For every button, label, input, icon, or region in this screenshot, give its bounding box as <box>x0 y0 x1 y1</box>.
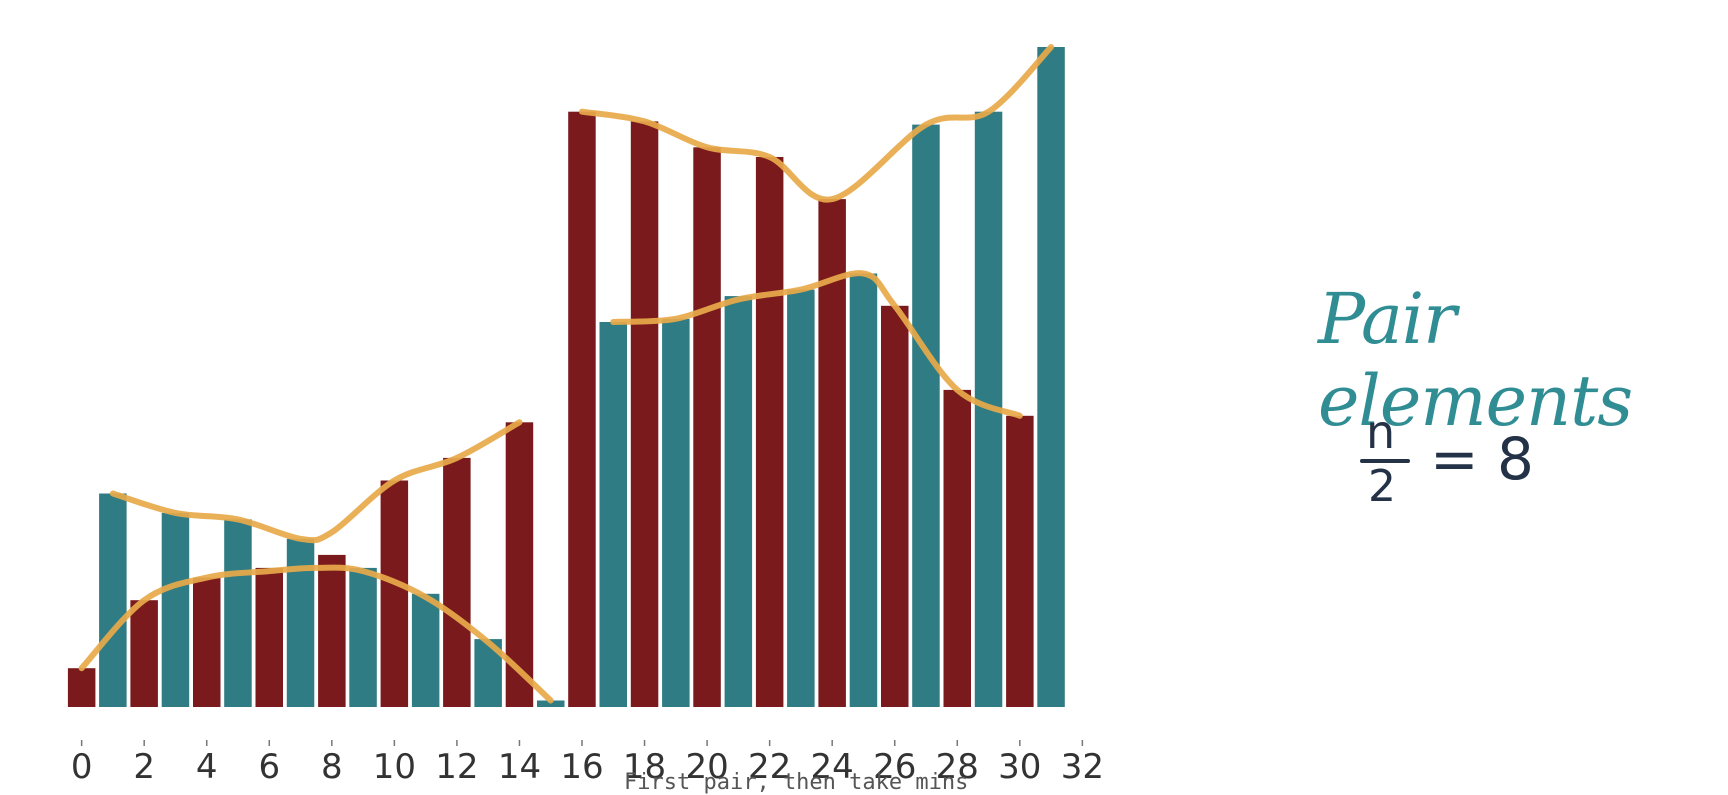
bar-2 <box>130 600 158 707</box>
bar-5 <box>224 519 252 707</box>
bar-19 <box>662 318 690 707</box>
bar-18 <box>630 121 659 707</box>
bar-4 <box>193 577 221 707</box>
bar-28 <box>943 389 971 707</box>
bar-8 <box>318 554 346 707</box>
bar-7 <box>286 538 315 707</box>
bar-6 <box>255 567 283 707</box>
bar-23 <box>787 289 815 707</box>
x-tick-label-2: 2 <box>133 747 155 784</box>
x-tick-label-32: 32 <box>1061 747 1104 784</box>
x-tick-label-22: 22 <box>748 747 791 784</box>
bar-11 <box>411 593 440 707</box>
x-tick-label-0: 0 <box>71 747 93 784</box>
note-title: Pair elements <box>1318 278 1633 442</box>
annotation-curve-2 <box>78 564 554 704</box>
bar-17 <box>599 322 627 707</box>
fraction-bar <box>1360 459 1410 463</box>
bar-27 <box>912 124 940 708</box>
bars-group <box>67 47 1065 708</box>
x-tick-label-8: 8 <box>321 747 343 784</box>
annotation-curve-1 <box>109 419 523 544</box>
bar-15 <box>537 700 565 707</box>
fraction-denominator: 2 <box>1368 461 1396 512</box>
x-tick-label-28: 28 <box>936 747 979 784</box>
x-tick-label-20: 20 <box>685 747 728 784</box>
x-tick-label-14: 14 <box>498 747 541 784</box>
x-tick-label-10: 10 <box>373 747 416 784</box>
bar-20 <box>693 147 721 708</box>
bar-16 <box>568 111 596 707</box>
x-tick-label-12: 12 <box>435 747 478 784</box>
bar-1 <box>99 493 127 707</box>
bar-3 <box>161 512 190 707</box>
x-tick-label-24: 24 <box>811 747 854 784</box>
equation-rhs: = 8 <box>1430 425 1534 493</box>
bar-31 <box>1037 47 1065 707</box>
x-tick-label-26: 26 <box>873 747 916 784</box>
x-tick-label-6: 6 <box>258 747 280 784</box>
caption: First pair, then take mins <box>624 770 969 795</box>
x-tick-label-4: 4 <box>196 747 218 784</box>
annotation-curve-3 <box>579 44 1055 203</box>
bar-10 <box>380 480 409 707</box>
bar-12 <box>443 457 471 707</box>
bar-21 <box>724 296 753 707</box>
fraction-numerator: n <box>1366 405 1396 459</box>
bar-0 <box>67 668 96 707</box>
x-ticks-group: 0 2 4 6 8 10 12 14 16 18 20 22 24 26 28 30 32 <box>71 740 1104 787</box>
bar-26 <box>881 305 909 707</box>
bar-22 <box>755 157 784 707</box>
x-tick-label-18: 18 <box>623 747 666 784</box>
x-tick-label-16: 16 <box>560 747 603 784</box>
bar-chart: 0 2 4 6 8 10 12 14 16 18 20 22 24 26 28 30 32 <box>67 44 1104 787</box>
annotation-curve-4 <box>610 270 1023 419</box>
bar-30 <box>1006 415 1034 707</box>
annotation-curves-group <box>78 44 1055 704</box>
bar-9 <box>349 567 377 707</box>
x-tick-label-30: 30 <box>998 747 1041 784</box>
bar-25 <box>849 273 878 707</box>
